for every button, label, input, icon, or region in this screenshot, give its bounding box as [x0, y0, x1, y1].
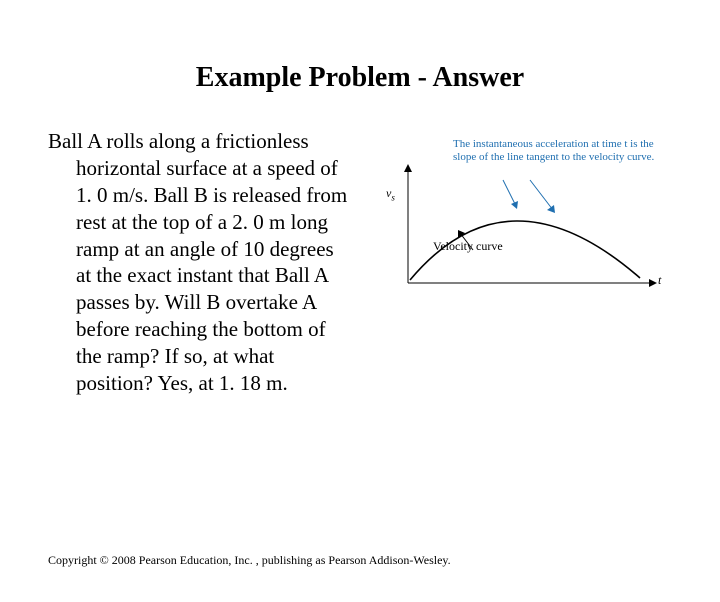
x-axis-label: t [658, 273, 661, 288]
figure: The instantaneous acceleration at time t… [378, 128, 668, 298]
figure-svg [378, 128, 668, 298]
y-axis-label: vs [386, 186, 395, 202]
problem-paragraph: Ball A rolls along a frictionless horizo… [48, 128, 348, 397]
page-title: Example Problem - Answer [0, 62, 720, 94]
y-axis-sub: s [391, 192, 395, 202]
copyright-text: Copyright © 2008 Pearson Education, Inc.… [48, 553, 451, 568]
velocity-curve-label: Velocity curve [433, 240, 503, 253]
content-row: Ball A rolls along a frictionless horizo… [0, 128, 720, 397]
problem-text: Ball A rolls along a frictionless horizo… [48, 128, 348, 397]
